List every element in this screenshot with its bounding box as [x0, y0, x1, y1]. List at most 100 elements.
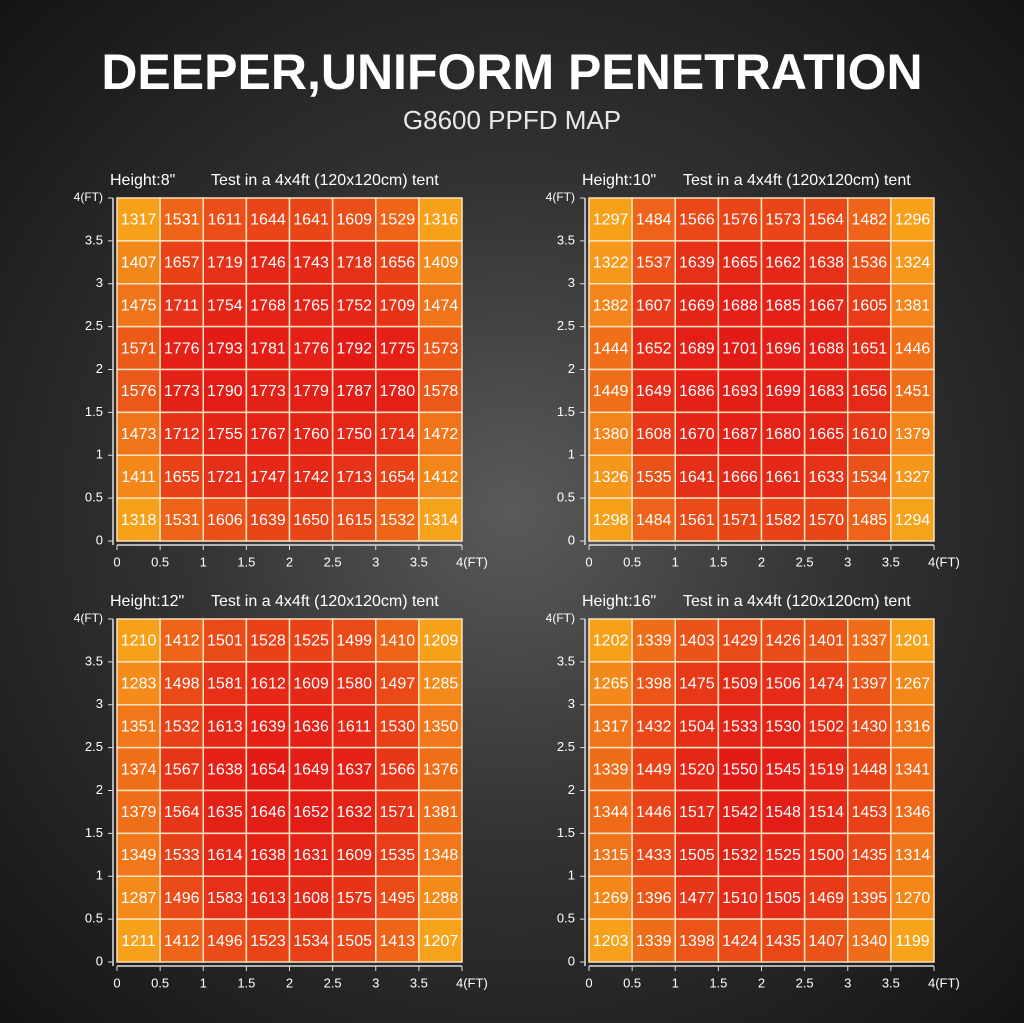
heat-cell: [674, 454, 720, 499]
heat-cell: [202, 497, 248, 542]
y-tick-label: 0: [568, 532, 575, 547]
y-tick-label: 1.5: [557, 404, 575, 419]
y-tick-label: 1.5: [85, 825, 103, 840]
cell-label: 1474: [423, 297, 459, 314]
cell-label: 1661: [765, 469, 801, 486]
cell-label: 1426: [765, 633, 801, 650]
cell-label: 1669: [679, 297, 715, 314]
cell-label: 1635: [207, 804, 243, 821]
heat-cell: [717, 832, 763, 877]
heat-cell: [890, 497, 935, 542]
cell-label: 1339: [636, 933, 672, 950]
cell-label: 1636: [293, 718, 329, 735]
cell-label: 1448: [852, 761, 888, 778]
cell-label: 1608: [293, 890, 329, 907]
heat-cell: [760, 283, 806, 328]
y-tick-label: 0.5: [85, 490, 103, 505]
cell-label: 1381: [423, 804, 459, 821]
cell-label: 1202: [593, 633, 629, 650]
cell-label: 1575: [336, 890, 372, 907]
heat-cell: [418, 746, 463, 792]
heat-cell: [288, 325, 334, 371]
cell-label: 1793: [207, 340, 243, 357]
cell-label: 1531: [164, 212, 200, 229]
x-tick-label: 2: [758, 554, 765, 569]
cell-label: 1608: [636, 426, 672, 443]
heat-cell: [588, 197, 633, 242]
cell-label: 1576: [121, 383, 157, 400]
cell-label: 1566: [679, 212, 715, 229]
heat-cell: [890, 918, 935, 963]
y-tick-label: 3: [568, 696, 575, 711]
heat-cell: [588, 789, 633, 835]
x-tick-label: 3: [372, 975, 379, 990]
cell-label: 1693: [722, 383, 758, 400]
heat-cell: [760, 325, 806, 371]
cell-label: 1296: [895, 212, 931, 229]
cell-label: 1348: [423, 847, 459, 864]
cell-label: 1550: [722, 761, 758, 778]
y-tick-label: 3.5: [557, 653, 575, 668]
cell-label: 1570: [808, 512, 844, 529]
cell-label: 1711: [164, 297, 199, 314]
cell-label: 1688: [808, 340, 844, 357]
heat-cell: [588, 454, 633, 499]
cell-label: 1532: [722, 847, 758, 864]
cell-label: 1435: [852, 847, 888, 864]
cell-label: 1652: [636, 340, 672, 357]
heat-cell: [847, 875, 892, 920]
heat-cell: [760, 411, 806, 456]
y-tick-label: 0.5: [85, 911, 103, 926]
cell-label: 1583: [207, 890, 243, 907]
heat-cell: [760, 368, 806, 414]
heat-cell: [116, 618, 161, 663]
cell-label: 1566: [380, 761, 416, 778]
cell-label: 1412: [164, 633, 200, 650]
cell-label: 1407: [808, 933, 844, 950]
cell-label: 1209: [423, 633, 459, 650]
heat-cell: [631, 875, 676, 920]
cell-label: 1207: [423, 933, 459, 950]
cell-label: 1779: [293, 383, 329, 400]
cell-label: 1449: [593, 383, 629, 400]
heat-cell: [717, 875, 763, 920]
x-tick-label: 1.5: [237, 554, 255, 569]
cell-label: 1533: [722, 718, 758, 735]
y-tick-label: 4(FT): [546, 611, 575, 625]
cell-label: 1712: [164, 426, 200, 443]
heat-cell: [375, 704, 420, 749]
heat-cell: [588, 618, 633, 663]
x-tick-label: 0.5: [623, 554, 641, 569]
heat-cell: [245, 704, 291, 749]
heat-cell: [202, 661, 248, 706]
heat-cell: [116, 789, 161, 835]
heat-cell: [674, 497, 720, 542]
y-tick-label: 2: [568, 782, 575, 797]
cell-label: 1532: [380, 512, 416, 529]
cell-label: 1571: [722, 512, 758, 529]
cell-label: 1380: [593, 426, 629, 443]
heat-cell: [847, 497, 892, 542]
y-tick-label: 2.5: [85, 318, 103, 333]
heat-cell: [159, 411, 204, 456]
heat-cell: [116, 704, 161, 749]
x-tick-label: 3: [844, 554, 851, 569]
cell-label: 1638: [207, 761, 243, 778]
heat-cell: [760, 832, 806, 877]
cell-label: 1409: [423, 255, 459, 272]
x-tick-label: 1: [672, 554, 679, 569]
heat-cell: [847, 197, 892, 242]
x-tick-label: 1: [672, 975, 679, 990]
cell-label: 1381: [895, 297, 931, 314]
x-tick-label: 0.5: [151, 554, 169, 569]
heat-cell: [631, 661, 676, 706]
cell-label: 1265: [593, 676, 629, 693]
page-subtitle: G8600 PPFD MAP: [403, 105, 621, 135]
heat-cell: [760, 918, 806, 963]
heat-cell: [375, 454, 420, 499]
cell-label: 1609: [336, 847, 372, 864]
cell-label: 1746: [250, 255, 286, 272]
y-tick-label: 2.5: [557, 318, 575, 333]
cell-label: 1790: [207, 383, 243, 400]
heat-cell: [631, 832, 676, 877]
